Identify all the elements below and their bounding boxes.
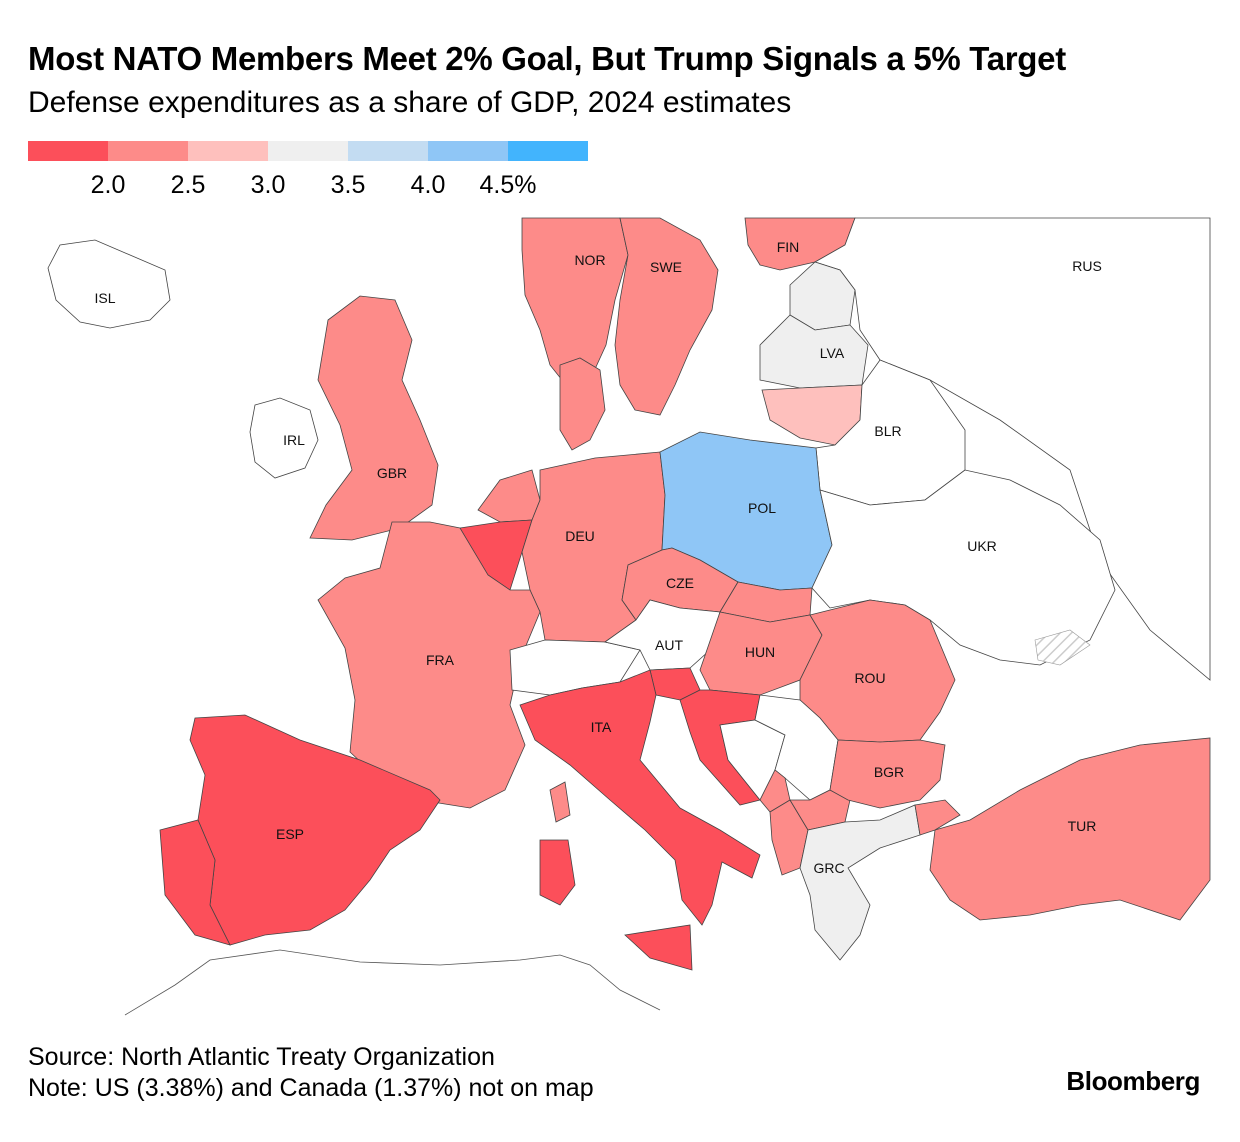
- country-label-esp: ESP: [276, 826, 304, 842]
- country-prt: [159, 819, 231, 946]
- map-svg: ISL NOR SWE FIN RUS LVA BLR IRL GBR DEU POL UKR CZE F…: [47, 217, 1211, 1016]
- country-label-tur: TUR: [1068, 818, 1097, 834]
- country-layer: [47, 217, 1211, 1016]
- legend-bin: [268, 141, 348, 161]
- country-label-cze: CZE: [666, 575, 694, 591]
- country-label-nor: NOR: [574, 252, 605, 268]
- country-sic: [624, 924, 693, 971]
- legend-tick-label: 3.0: [250, 171, 286, 199]
- country-label-rou: ROU: [854, 670, 885, 686]
- country-label-bgr: BGR: [874, 764, 904, 780]
- country-cor: [549, 781, 571, 823]
- label-layer: ISL NOR SWE FIN RUS LVA BLR IRL GBR DEU POL UKR CZE F…: [94, 239, 1101, 876]
- country-label-isl: ISL: [94, 290, 115, 306]
- legend-bin: [348, 141, 428, 161]
- color-legend: 2.0 2.5 3.0 3.5 4.0 4.5%: [28, 141, 648, 201]
- legend-tick-label: 2.0: [90, 171, 126, 199]
- legend-tick-label: 4.5%: [479, 171, 537, 199]
- disputed-area-hatch: [1034, 629, 1091, 666]
- country-label-rus: RUS: [1072, 258, 1102, 274]
- chart-title: Most NATO Members Meet 2% Goal, But Trum…: [28, 40, 1066, 77]
- country-label-fra: FRA: [426, 652, 455, 668]
- country-bgr: [829, 739, 946, 809]
- country-isl: [47, 239, 171, 329]
- country-label-irl: IRL: [283, 432, 305, 448]
- country-lva: [759, 314, 869, 389]
- country-label-lva: LVA: [820, 345, 845, 361]
- source-notes: Source: North Atlantic Treaty Organizati…: [28, 1042, 594, 1104]
- note-line: Note: US (3.38%) and Canada (1.37%) not …: [28, 1074, 594, 1102]
- country-fra: [317, 521, 541, 809]
- country-grc: [799, 804, 921, 961]
- legend-bin: [508, 141, 588, 161]
- europe-map: ISL NOR SWE FIN RUS LVA BLR IRL GBR DEU POL UKR CZE F…: [0, 210, 1240, 1020]
- country-sar: [539, 839, 576, 906]
- country-label-deu: DEU: [565, 528, 595, 544]
- country-ukr: [811, 469, 1116, 666]
- country-label-blr: BLR: [874, 423, 901, 439]
- country-ita: [519, 669, 761, 926]
- country-ture: [914, 799, 961, 836]
- legend-tick-label: 3.5: [330, 171, 366, 199]
- country-label-swe: SWE: [650, 259, 682, 275]
- country-swe: [614, 217, 719, 416]
- country-label-hun: HUN: [745, 644, 775, 660]
- legend-color-bins: [28, 141, 648, 161]
- legend-bin: [108, 141, 188, 161]
- country-label-pol: POL: [748, 500, 776, 516]
- legend-tick-label: 4.0: [410, 171, 446, 199]
- country-mne: [759, 769, 791, 813]
- legend-tick-label: 2.5: [170, 171, 206, 199]
- legend-bin: [188, 141, 268, 161]
- north-africa-coastline: [124, 949, 661, 1016]
- country-label-aut: AUT: [655, 637, 683, 653]
- legend-bin: [28, 141, 108, 161]
- bloomberg-logo: Bloomberg: [1066, 1066, 1200, 1096]
- source-line: Source: North Atlantic Treaty Organizati…: [28, 1043, 495, 1071]
- legend-bin: [428, 141, 508, 161]
- country-dnk: [559, 357, 606, 451]
- country-nld: [477, 469, 541, 523]
- chart-subtitle: Defense expenditures as a share of GDP, …: [28, 86, 792, 119]
- country-label-gbr: GBR: [377, 465, 407, 481]
- country-label-ukr: UKR: [967, 538, 997, 554]
- country-label-fin: FIN: [777, 239, 800, 255]
- country-tur: [929, 737, 1211, 921]
- country-label-ita: ITA: [591, 719, 612, 735]
- country-irl: [249, 397, 319, 479]
- country-gbr: [309, 295, 439, 541]
- country-label-grc: GRC: [813, 860, 844, 876]
